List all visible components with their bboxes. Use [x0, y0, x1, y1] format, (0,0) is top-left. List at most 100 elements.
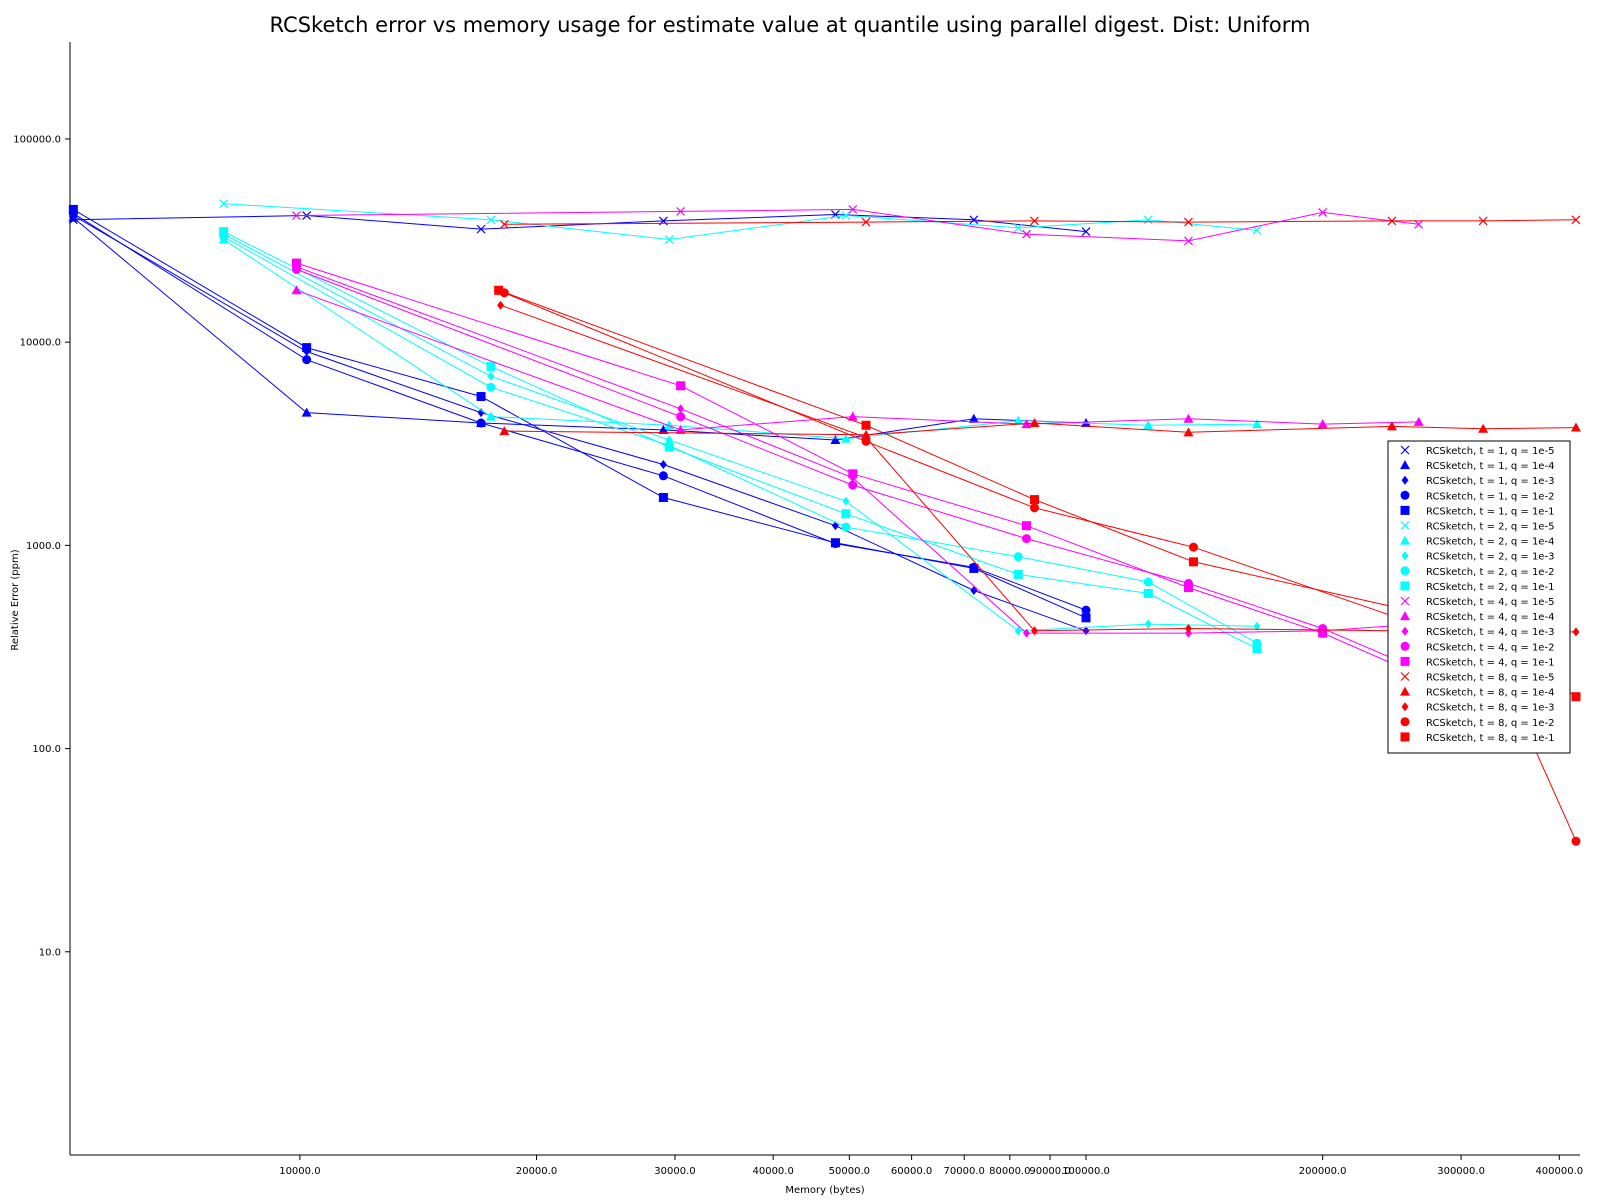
y-tick-label: 100000.0	[13, 134, 61, 145]
data-point	[1184, 623, 1192, 633]
x-tick-label: 400000.0	[1535, 1166, 1583, 1177]
data-point	[1318, 628, 1328, 638]
data-point	[1143, 577, 1153, 587]
series-line	[223, 239, 1258, 440]
legend-item: RCSketch, t = 8, q = 1e-1	[1400, 732, 1554, 744]
legend-box	[1387, 440, 1571, 754]
data-point	[1252, 225, 1262, 235]
data-point	[676, 381, 686, 391]
legend-item: RCSketch, t = 1, q = 1e-3	[1401, 475, 1554, 487]
legend-label: RCSketch, t = 4, q = 1e-1	[1426, 657, 1554, 668]
legend-label: RCSketch, t = 1, q = 1e-2	[1426, 491, 1554, 502]
legend-marker	[1400, 732, 1410, 742]
series-16	[499, 215, 1581, 229]
data-point	[302, 355, 312, 365]
data-point	[1183, 427, 1194, 437]
legend-item: RCSketch, t = 2, q = 1e-2	[1400, 566, 1554, 578]
data-point	[1183, 413, 1194, 423]
legend-marker	[1400, 505, 1410, 515]
legend-item: RCSketch, t = 8, q = 1e-2	[1400, 717, 1554, 729]
legend-item: RCSketch, t = 4, q = 1e-2	[1400, 641, 1554, 653]
legend-item: RCSketch, t = 4, q = 1e-5	[1400, 596, 1554, 608]
series-7	[218, 234, 1262, 443]
legend-item: RCSketch, t = 4, q = 1e-3	[1401, 626, 1554, 638]
data-point	[499, 426, 510, 436]
data-point	[292, 211, 301, 220]
legend-item: RCSketch, t = 1, q = 1e-1	[1400, 505, 1554, 517]
series-line	[296, 289, 1419, 431]
legend-label: RCSketch, t = 8, q = 1e-5	[1426, 673, 1554, 684]
series-line	[296, 262, 1419, 676]
data-point	[1252, 644, 1262, 654]
data-point	[68, 204, 78, 214]
data-point	[848, 469, 858, 479]
data-point	[486, 361, 496, 371]
series-3	[69, 211, 1090, 636]
legend-label: RCSketch, t = 4, q = 1e-5	[1426, 597, 1554, 608]
data-point	[302, 343, 312, 353]
data-point	[1030, 216, 1039, 226]
data-point	[1021, 534, 1031, 544]
data-point	[485, 411, 496, 421]
series-layer	[68, 199, 1581, 846]
legend-item: RCSketch, t = 1, q = 1e-5	[1400, 445, 1554, 457]
series-line	[296, 208, 1419, 242]
legend-marker	[1400, 460, 1410, 470]
legend-label: RCSketch, t = 2, q = 1e-2	[1426, 567, 1554, 578]
legend-item: RCSketch, t = 2, q = 1e-1	[1400, 581, 1554, 593]
series-11	[292, 205, 1424, 246]
y-tick-label: 10.0	[39, 947, 61, 958]
legend-marker	[1400, 521, 1410, 530]
data-point	[1571, 836, 1581, 846]
legend-marker	[1400, 686, 1410, 696]
data-point	[664, 235, 674, 244]
data-point	[1029, 418, 1040, 428]
x-tick-label: 20000.0	[516, 1166, 557, 1177]
legend-marker	[1400, 641, 1410, 651]
data-point	[1184, 628, 1192, 638]
data-point	[659, 460, 667, 470]
data-point	[861, 217, 871, 227]
data-point	[675, 424, 686, 434]
data-point	[1571, 215, 1581, 225]
series-line	[73, 208, 1087, 619]
data-point	[1014, 626, 1022, 636]
legend-marker	[1401, 626, 1409, 636]
legend-item: RCSketch, t = 8, q = 1e-4	[1400, 686, 1554, 699]
y-tick-label: 1000.0	[26, 541, 61, 552]
y-tick-label: 10000.0	[20, 338, 61, 349]
data-point	[847, 411, 858, 421]
data-point	[861, 436, 871, 446]
data-point	[1081, 227, 1091, 237]
data-point	[476, 418, 486, 428]
legend-item: RCSketch, t = 8, q = 1e-3	[1401, 702, 1554, 714]
data-point	[1184, 217, 1193, 227]
data-point	[219, 199, 229, 209]
legend-label: RCSketch, t = 2, q = 1e-5	[1426, 522, 1554, 533]
legend-label: RCSketch, t = 1, q = 1e-1	[1426, 506, 1554, 517]
data-point	[1030, 503, 1040, 513]
legend-label: RCSketch, t = 8, q = 1e-2	[1426, 718, 1554, 729]
x-tick-label: 70000.0	[944, 1166, 985, 1177]
legend-label: RCSketch, t = 4, q = 1e-4	[1426, 612, 1554, 623]
data-point	[848, 480, 858, 490]
data-point	[1571, 692, 1581, 702]
data-point	[970, 585, 978, 595]
data-point	[499, 219, 509, 229]
legend-marker	[1400, 535, 1410, 545]
data-point	[1031, 626, 1039, 636]
legend-label: RCSketch, t = 1, q = 1e-5	[1426, 446, 1554, 457]
x-tick-label: 90000.0	[1029, 1166, 1070, 1177]
legend-label: RCSketch, t = 1, q = 1e-3	[1426, 476, 1554, 487]
legend-item: RCSketch, t = 4, q = 1e-1	[1400, 656, 1554, 668]
legend-marker	[1400, 656, 1410, 666]
data-point	[1317, 419, 1328, 429]
data-point	[1013, 223, 1023, 233]
data-point	[1413, 416, 1424, 426]
data-point	[969, 215, 979, 225]
data-point	[676, 206, 686, 216]
data-point	[676, 412, 686, 422]
series-5	[68, 204, 1091, 623]
x-tick-label: 10000.0	[279, 1166, 320, 1177]
